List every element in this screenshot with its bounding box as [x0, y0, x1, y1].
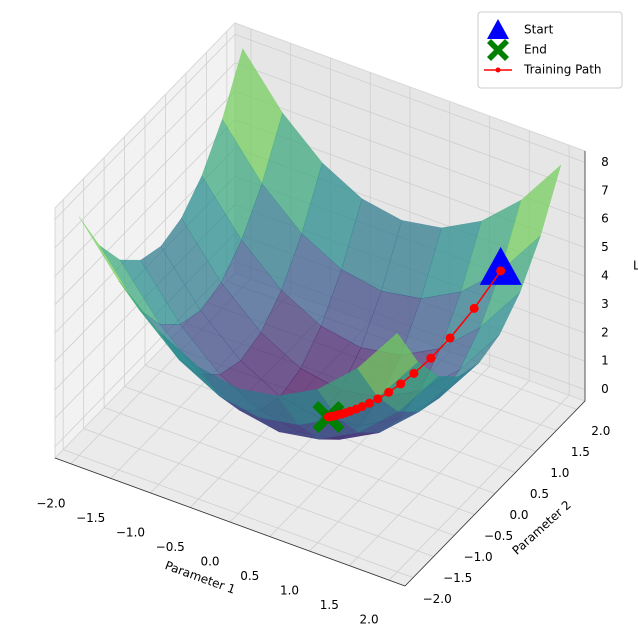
z-tick-label: 4 — [601, 269, 609, 283]
y-tick-label: 1.0 — [550, 466, 569, 480]
grid-line — [83, 428, 434, 557]
y-tick-label: −1.5 — [443, 571, 472, 585]
z-tick-label: 5 — [601, 240, 609, 254]
y-tick-label: −2.0 — [423, 592, 452, 606]
axis-line — [404, 400, 586, 587]
path-point — [469, 303, 479, 313]
legend-frame — [477, 11, 623, 89]
z-axis-label: L — [633, 259, 638, 273]
z-tick-label: 3 — [601, 297, 609, 311]
path-point — [445, 333, 455, 343]
y-tick-label: 0.5 — [530, 487, 549, 501]
path-point — [426, 353, 436, 363]
x-tick-label: −1.5 — [76, 511, 105, 525]
y-tick-label: 1.5 — [571, 445, 590, 459]
x-tick-label: 0.5 — [240, 569, 259, 583]
path-point — [384, 387, 394, 397]
x-tick-label: −1.0 — [116, 525, 145, 539]
y-tick-label: −1.0 — [464, 550, 493, 564]
start-marker — [479, 246, 522, 285]
x-tick-label: 2.0 — [360, 613, 379, 627]
path-point — [364, 398, 374, 408]
y-axis-label: Parameter 2 — [510, 498, 574, 558]
grid-line — [54, 90, 236, 277]
path-point — [409, 368, 419, 378]
legend-swatch — [495, 67, 501, 73]
grid-line — [234, 33, 586, 163]
axis-line — [54, 457, 406, 587]
path-point — [396, 379, 406, 389]
grid-line — [54, 62, 236, 249]
path-point — [323, 412, 333, 422]
z-tick-label: 7 — [601, 183, 609, 197]
series — [479, 246, 522, 285]
series — [323, 266, 506, 422]
z-tick-label: 6 — [601, 212, 609, 226]
legend-label: Start — [524, 23, 554, 37]
z-tick-label: 2 — [601, 325, 609, 339]
x-tick-label: −2.0 — [36, 496, 65, 510]
z-tick-label: 8 — [601, 155, 609, 169]
x-tick-label: −0.5 — [156, 540, 185, 554]
path-point — [496, 266, 506, 276]
legend-swatch — [487, 39, 509, 61]
plot-area — [54, 21, 586, 587]
path-point — [373, 394, 383, 404]
grid-line — [103, 407, 455, 536]
z-tick-label: 1 — [601, 354, 609, 368]
grid-line — [124, 386, 475, 515]
legend-label: End — [524, 43, 547, 57]
y-tick-label: 0.0 — [509, 508, 528, 522]
surface-patch — [357, 332, 419, 398]
x-tick-label: 1.5 — [320, 598, 339, 612]
grid-line — [234, 62, 586, 192]
legend-label: Training Path — [523, 63, 602, 77]
legend: Start End Training Path — [477, 11, 623, 89]
x-tick-label: 0.0 — [200, 555, 219, 569]
y-tick-label: −0.5 — [484, 529, 513, 543]
x-tick-label: 1.0 — [280, 584, 299, 598]
grid-line — [63, 449, 414, 578]
grid-line — [54, 34, 236, 220]
grid-line — [54, 119, 236, 305]
legend-swatch — [487, 19, 509, 39]
z-tick-label: 0 — [601, 382, 609, 396]
y-tick-label: 2.0 — [591, 424, 610, 438]
